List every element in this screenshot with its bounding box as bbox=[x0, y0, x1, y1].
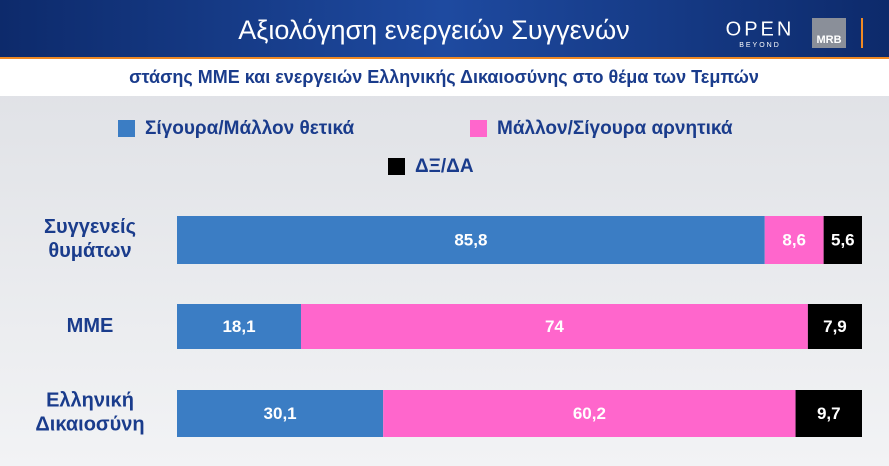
legend-label: Σίγουρα/Μάλλον θετικά bbox=[145, 118, 354, 139]
value-label: 85,8 bbox=[454, 230, 487, 249]
value-label: 30,1 bbox=[264, 404, 297, 423]
bar-segment bbox=[177, 390, 384, 437]
legend-label: ΔΞ/ΔΑ bbox=[415, 156, 474, 177]
bar-segment bbox=[823, 216, 862, 264]
category-label: Ελληνική Δικαιοσύνη bbox=[35, 390, 144, 436]
logo-mrb: MRB bbox=[816, 34, 841, 46]
value-label: 9,7 bbox=[817, 404, 841, 423]
logo-open-sub: BEYOND bbox=[739, 42, 781, 49]
category-label: Συγγενείς θυμάτων bbox=[44, 216, 136, 262]
header-band bbox=[0, 0, 889, 57]
value-label: 5,6 bbox=[831, 230, 855, 249]
logo-mrb-box bbox=[812, 18, 846, 48]
category-label: ΜΜΕ bbox=[67, 315, 114, 337]
value-label: 8,6 bbox=[782, 230, 806, 249]
value-label: 18,1 bbox=[222, 317, 255, 336]
legend-swatch bbox=[388, 158, 405, 175]
legend-label: Μάλλον/Σίγουρα αρνητικά bbox=[497, 118, 733, 139]
subtitle: στάσης ΜΜΕ και ενεργειών Ελληνικής Δικαι… bbox=[129, 67, 759, 87]
bar-segment bbox=[383, 390, 796, 437]
legend-swatch bbox=[470, 120, 487, 137]
legend-swatch bbox=[118, 120, 135, 137]
subtitle-band bbox=[0, 59, 889, 96]
logo-divider bbox=[861, 18, 863, 48]
bar-segment bbox=[764, 216, 824, 264]
title: Αξιολόγηση ενεργειών Συγγενών bbox=[238, 15, 630, 45]
bar-segment bbox=[300, 304, 808, 349]
bar-segment bbox=[795, 390, 862, 437]
value-label: 74 bbox=[545, 317, 564, 336]
bar-segment bbox=[177, 216, 765, 264]
value-label: 60,2 bbox=[573, 404, 606, 423]
bar-segment bbox=[807, 304, 862, 349]
value-label: 7,9 bbox=[823, 317, 847, 336]
header-stripe bbox=[0, 57, 889, 59]
logo-open: OPEN bbox=[726, 18, 795, 40]
bar-segment bbox=[177, 304, 301, 349]
